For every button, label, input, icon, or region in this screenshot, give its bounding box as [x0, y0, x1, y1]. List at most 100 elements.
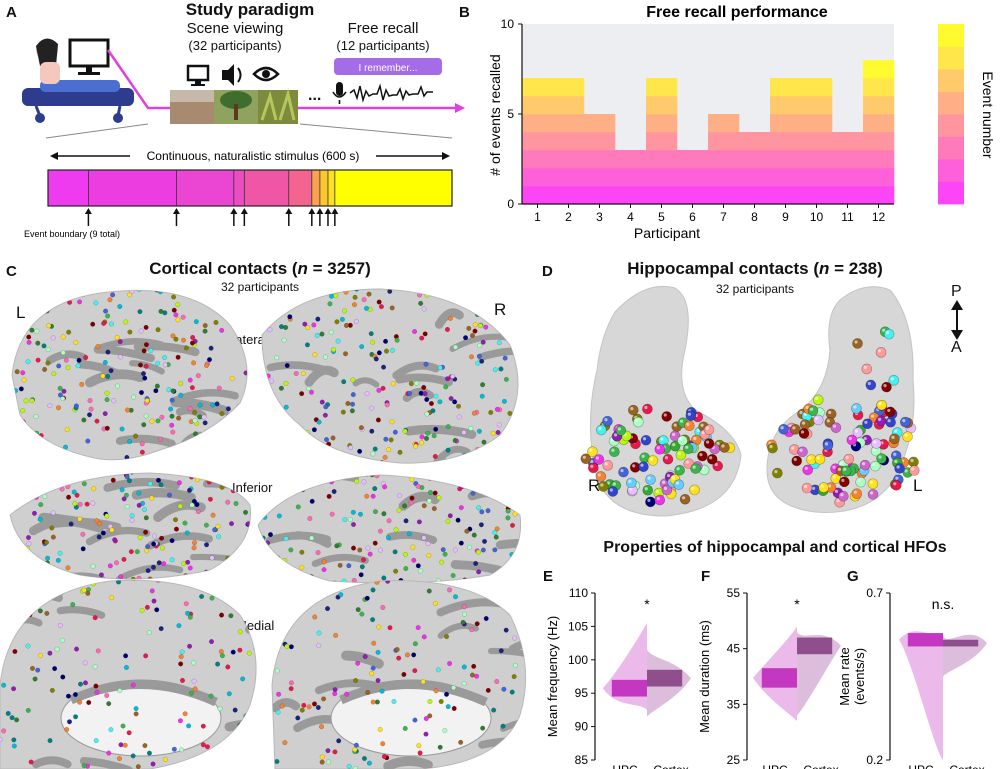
event-segment	[288, 170, 313, 206]
bar-segment	[801, 150, 833, 169]
colorbar-step	[938, 159, 964, 182]
bar-segment	[708, 150, 740, 169]
violin-x-tick: Cortex	[653, 763, 688, 769]
bar-segment	[677, 150, 709, 169]
patient-bed-icon	[22, 38, 134, 123]
screen-icon	[186, 64, 210, 86]
bar-segment	[553, 168, 585, 187]
speech-bubble	[334, 58, 442, 75]
violin-hpc-iqr	[907, 633, 943, 647]
bar-segment	[522, 78, 554, 97]
ellipsis-text: ...	[308, 87, 321, 104]
violin-y-tick: 105	[568, 619, 588, 633]
bar-segment	[863, 114, 895, 133]
violin-y-tick: 95	[575, 686, 589, 700]
bar-segment	[770, 132, 802, 151]
bar-participant-10	[801, 78, 833, 205]
panel-a-title: Study paradigm	[185, 0, 315, 19]
recall-bar-chart: Free recall performance # of events reca…	[487, 4, 996, 241]
x-tick-label: 11	[841, 210, 854, 224]
violin-cortex-iqr	[647, 669, 683, 687]
bar-segment	[739, 150, 771, 169]
bar-segment	[615, 186, 647, 205]
violin-y-tick: 55	[727, 586, 741, 600]
violin-y-tick: 45	[727, 642, 741, 656]
bar-segment	[739, 168, 771, 187]
bar-segment	[801, 78, 833, 97]
brain-lateral-right	[261, 288, 519, 464]
bar-segment	[677, 168, 709, 187]
panel-label-c: C	[6, 263, 17, 280]
violin-rate: Mean rate(events/s) 0.2 0.7 n.s. HPC Cortex	[837, 586, 987, 769]
scene-viewing-label: Scene viewing	[186, 20, 284, 37]
hippo-l-label: L	[913, 476, 923, 495]
bar-segment	[522, 96, 554, 115]
hfo-violin-charts: Mean frequency (Hz) 85 90 95 100 105 110 * HPC Co…	[545, 586, 987, 769]
panel-d-title: Hippocampal contacts (n = 238)	[627, 259, 883, 278]
bar-segment	[863, 60, 895, 79]
bar-segment	[863, 186, 895, 205]
event-segment	[334, 170, 453, 206]
violin-x-tick: HPC	[612, 763, 638, 769]
bar-segment	[584, 168, 616, 187]
flow-line	[106, 49, 455, 110]
colorbar-step	[938, 46, 964, 70]
bar-segment	[832, 150, 864, 169]
x-tick-label: 2	[565, 210, 572, 224]
violin-y-tick: 25	[727, 753, 741, 767]
violin-y-tick: 110	[569, 586, 588, 600]
bar-segment	[584, 114, 616, 133]
y-tick-label: 10	[501, 17, 515, 31]
violin-duration: Mean duration (ms) 25 35 45 55 * HPC Cortex	[697, 586, 841, 769]
x-tick-label: 3	[596, 210, 603, 224]
bar-segment	[832, 132, 864, 151]
brain-medial-right	[271, 580, 527, 769]
bar-segment	[646, 132, 678, 151]
colorbar-step	[938, 114, 964, 137]
free-recall-label: Free recall	[347, 20, 419, 37]
bar-participant-4	[615, 150, 647, 205]
stimulus-label: Continuous, naturalistic stimulus (600 s…	[147, 149, 360, 163]
x-tick-label: 12	[872, 210, 886, 224]
bar-participant-12	[863, 60, 895, 205]
bar-participant-5	[646, 78, 678, 205]
y-tick-label: 5	[507, 107, 514, 121]
colorbar-step	[938, 24, 964, 47]
event-colorbar	[938, 24, 964, 205]
bar-segment	[646, 78, 678, 97]
event-segment	[88, 170, 177, 206]
bar-segment	[553, 114, 585, 133]
x-tick-label: 9	[782, 210, 789, 224]
bar-segment	[615, 150, 647, 169]
speaker-icon	[222, 64, 242, 86]
panel-label-e: E	[543, 568, 554, 585]
hippo-contacts-left	[766, 394, 920, 508]
y-tick-label: 0	[507, 197, 514, 211]
bar-segment	[708, 132, 740, 151]
brain-inferior-left	[9, 472, 251, 580]
bar-segment	[801, 114, 833, 133]
bar-segment	[739, 132, 771, 151]
colorbar-step	[938, 91, 964, 115]
pa-axis-arrow	[951, 300, 963, 340]
violin-ylabel: Mean duration (ms)	[697, 620, 712, 733]
bar-segment	[801, 186, 833, 205]
event-segment	[327, 170, 336, 206]
brain-inferior-right	[257, 474, 522, 584]
bar-participant-6	[677, 150, 709, 205]
violin-x-tick: Cortex	[949, 763, 984, 769]
panel-label-g: G	[847, 568, 859, 585]
violin-x-tick: HPC	[762, 763, 788, 769]
significance-marker: *	[644, 596, 650, 612]
bar-segment	[584, 132, 616, 151]
bar-segment	[770, 114, 802, 133]
bar-segment	[863, 132, 895, 151]
bar-participant-9	[770, 78, 802, 205]
x-tick-label: 8	[751, 210, 758, 224]
x-tick-label: 5	[658, 210, 665, 224]
right-hemisphere-label: R	[494, 300, 507, 319]
x-tick-label: 7	[720, 210, 727, 224]
colorbar-step	[938, 181, 964, 205]
hfo-section-title: Properties of hippocampal and cortical H…	[603, 539, 947, 556]
view-inferior-label: Inferior	[232, 480, 273, 495]
